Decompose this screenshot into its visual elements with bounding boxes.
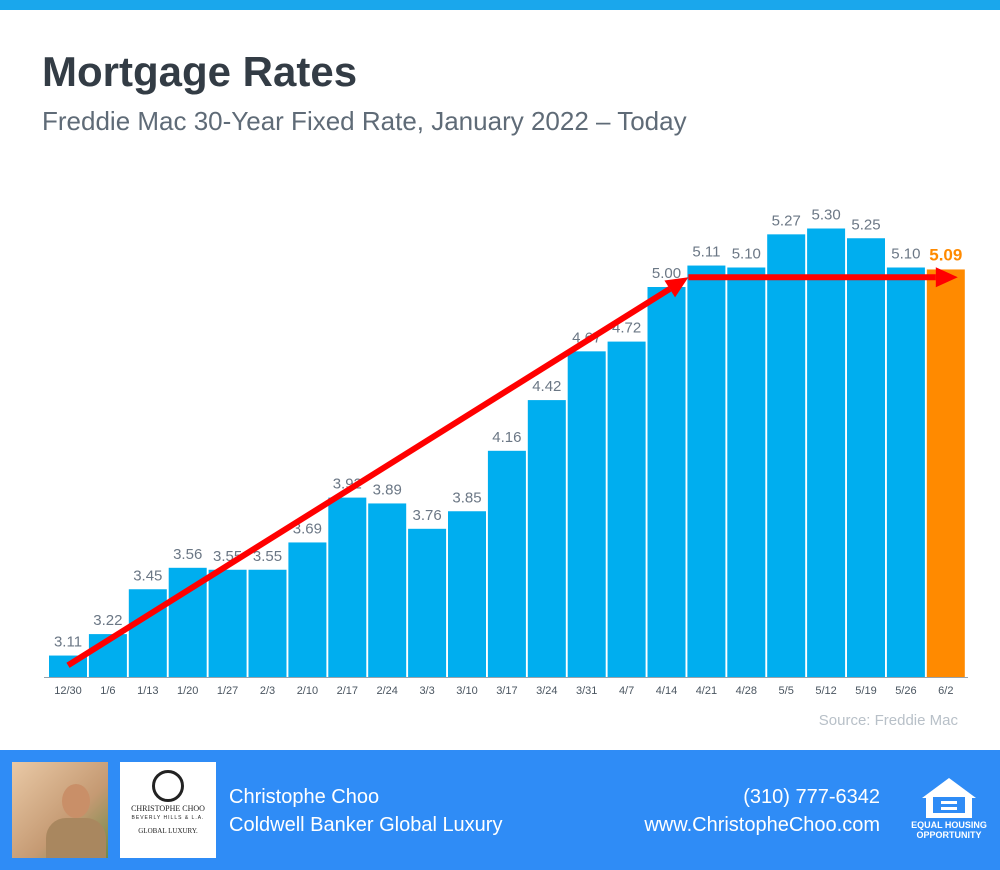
x-tick-label: 2/17 <box>337 685 358 697</box>
x-tick-label: 6/2 <box>938 685 953 697</box>
value-label: 5.10 <box>732 246 761 263</box>
bar-3/24 <box>527 400 566 677</box>
x-tick-label: 4/28 <box>736 685 757 697</box>
x-tick-label: 2/3 <box>260 685 275 697</box>
trend-arrow <box>688 267 958 288</box>
x-tick-label: 3/10 <box>456 685 477 697</box>
value-label: 5.11 <box>692 244 720 261</box>
value-label: 4.16 <box>492 429 521 446</box>
eho-text: EQUAL HOUSING OPPORTUNITY <box>911 820 987 840</box>
bar-5/19 <box>847 238 885 677</box>
value-label: 3.56 <box>173 546 202 563</box>
bar-5/26 <box>886 267 925 677</box>
x-tick-label: 3/31 <box>576 685 597 697</box>
page-subtitle: Freddie Mac 30-Year Fixed Rate, January … <box>42 106 687 136</box>
value-label: 4.42 <box>532 378 561 395</box>
value-label: 3.69 <box>293 520 322 537</box>
x-tick-label: 5/26 <box>895 685 916 697</box>
arrowhead-icon <box>664 277 689 298</box>
value-label: 5.10 <box>891 246 920 263</box>
value-label: 3.11 <box>54 634 82 651</box>
value-label: 5.25 <box>851 216 880 233</box>
x-tick-label: 4/14 <box>656 685 677 697</box>
agent-photo <box>12 762 108 858</box>
bar-4/7 <box>607 341 646 677</box>
x-tick-label: 3/3 <box>419 685 434 697</box>
agent-name: Christophe Choo <box>229 786 380 808</box>
x-tick-label: 5/5 <box>779 685 794 697</box>
x-tick-label: 3/24 <box>536 685 557 697</box>
bar-3/31 <box>567 351 606 677</box>
logo-ring-icon <box>152 770 184 802</box>
x-tick-label: 3/17 <box>496 685 517 697</box>
value-label: 3.22 <box>93 612 122 629</box>
x-tick-label: 5/12 <box>815 685 836 697</box>
logo-brand: GLOBAL LUXURY. <box>138 827 198 835</box>
x-tick-label: 5/19 <box>855 685 876 697</box>
value-label: 5.00 <box>652 265 681 282</box>
bar-3/17 <box>487 450 526 677</box>
agent-phone[interactable]: (310) 777-6342 <box>743 786 880 808</box>
bar-4/21 <box>687 265 726 677</box>
value-label: 3.76 <box>412 507 441 524</box>
agent-company: Coldwell Banker Global Luxury <box>229 814 503 836</box>
bar-3/3 <box>408 528 447 677</box>
source-note: Source: Freddie Mac <box>818 712 958 729</box>
value-label: 3.85 <box>452 489 481 506</box>
x-tick-label: 4/21 <box>696 685 717 697</box>
bar-4/14 <box>647 287 686 677</box>
bar-2/24 <box>368 503 407 677</box>
bar-5/12 <box>807 228 846 677</box>
value-label: 3.55 <box>253 548 282 565</box>
value-label: 5.30 <box>811 207 840 224</box>
bar-4/28 <box>727 267 766 677</box>
trend-arrow <box>66 277 689 668</box>
agent-logo: CHRISTOPHE CHOO BEVERLY HILLS & L.A. GLO… <box>120 762 216 858</box>
x-tick-label: 2/10 <box>297 685 318 697</box>
bar-5/5 <box>767 234 806 677</box>
agent-website[interactable]: www.ChristopheChoo.com <box>644 814 880 836</box>
bar-2/17 <box>328 497 367 677</box>
page-title: Mortgage Rates <box>42 48 358 95</box>
bar-2/10 <box>288 542 327 677</box>
value-label: 3.89 <box>373 481 402 498</box>
x-tick-label: 2/24 <box>376 685 397 697</box>
x-tick-label: 1/27 <box>217 685 238 697</box>
top-accent-bar <box>0 0 1000 10</box>
bar-1/13 <box>128 589 167 677</box>
bar-2/3 <box>248 569 287 677</box>
logo-text: CHRISTOPHE CHOO <box>131 804 205 813</box>
bar-1/27 <box>208 569 247 677</box>
x-tick-label: 12/30 <box>54 685 82 697</box>
bar-6/2 <box>926 269 965 677</box>
x-tick-label: 1/13 <box>137 685 158 697</box>
value-label: 5.27 <box>772 212 801 229</box>
bar-3/10 <box>448 511 486 677</box>
x-tick-label: 1/6 <box>100 685 115 697</box>
arrowhead-icon <box>935 267 958 288</box>
value-label: 5.09 <box>929 245 962 264</box>
value-label: 3.45 <box>133 567 162 584</box>
footer: CHRISTOPHE CHOO BEVERLY HILLS & L.A. GLO… <box>0 750 1000 870</box>
logo-subtext: BEVERLY HILLS & L.A. <box>131 815 205 821</box>
bar-chart: 3.113.223.453.56 3.55 3.553.693.92 3.893.76… <box>44 207 968 697</box>
equal-housing-icon <box>922 778 976 818</box>
x-tick-label: 4/7 <box>619 685 634 697</box>
x-tick-label: 1/20 <box>177 685 198 697</box>
